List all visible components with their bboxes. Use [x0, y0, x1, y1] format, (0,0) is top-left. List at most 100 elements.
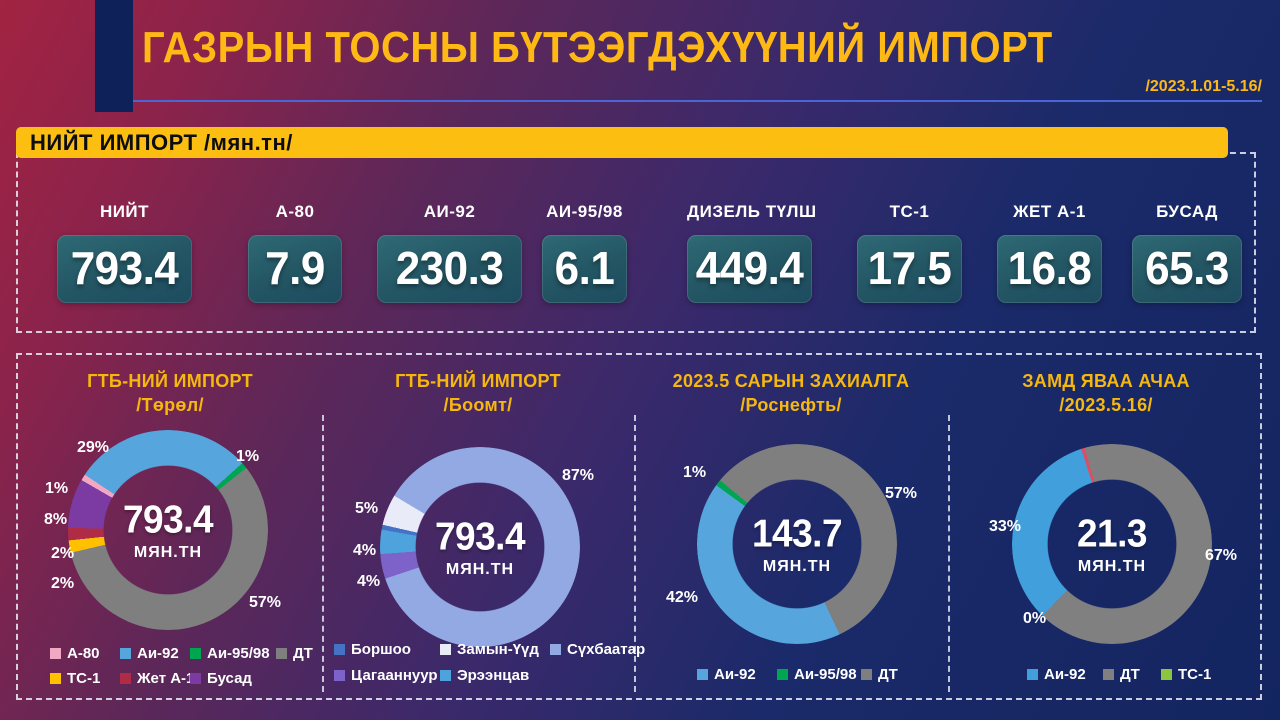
donut-ring — [68, 430, 268, 630]
legend-item: Аи-95/98 — [777, 666, 861, 683]
legend-item: Цагааннуур — [334, 667, 440, 684]
chart-legend: Боршоо Замын-Үүд Сүхбаатар Цагааннуур Эр… — [334, 641, 645, 684]
legend-item: Боршоо — [334, 641, 440, 658]
total-import-banner: НИЙТ ИМПОРТ /мян.тн/ — [16, 127, 1228, 158]
donut-center-label: 143.7 МЯН.ТН — [751, 511, 843, 575]
chart-title: 2023.5 САРЫН ЗАХИАЛГА/Роснефть/ — [672, 371, 910, 416]
stat-label: АИ-92 — [423, 202, 476, 221]
stat-value-card: 793.4 — [57, 235, 192, 303]
legend-swatch — [190, 673, 201, 684]
donut-chart-import-by-type: 793.4 МЯН.ТН — [68, 430, 268, 630]
stat-value-card: 7.9 — [248, 235, 342, 303]
stat-label: БУСАД — [1156, 202, 1218, 221]
chart-section-cargo-in-transit: ЗАМД ЯВАА АЧАА/2023.5.16/ 21.3 МЯН.ТН 67… — [948, 355, 1264, 702]
stat-card-total: НИЙТ 793.4 — [57, 202, 192, 303]
stat-label: АИ-95/98 — [546, 202, 623, 221]
legend-swatch — [334, 670, 345, 681]
slice-pct-label: 67% — [1205, 547, 1238, 564]
chart-section-import-by-port: ГТБ-НИЙ ИМПОРТ/Боомт/ 793.4 МЯН.ТН 5% 87… — [322, 355, 645, 702]
slice-pct-label: 1% — [45, 480, 69, 497]
stat-card-a80: А-80 7.9 — [248, 202, 342, 303]
totals-panel: НИЙТ 793.4 А-80 7.9 АИ-92 230.3 АИ-95/98… — [16, 152, 1256, 333]
section-divider — [634, 415, 636, 692]
legend-swatch — [50, 673, 61, 684]
chart-title: ЗАМД ЯВАА АЧАА/2023.5.16/ — [1022, 371, 1190, 416]
legend-swatch — [777, 669, 788, 680]
slice-pct-label: 29% — [77, 439, 110, 456]
donut-chart-import-by-port: 793.4 МЯН.ТН — [380, 447, 580, 647]
slice-pct-label: 1% — [236, 448, 260, 465]
legend-item: А-80 — [50, 645, 120, 662]
page-title: ГАЗРЫН ТОСНЫ БҮТЭЭГДЭХҮҮНИЙ ИМПОРТ — [142, 24, 1053, 72]
stat-card-diesel: ДИЗЕЛЬ ТҮЛШ 449.4 — [687, 202, 817, 303]
stat-label: ДИЗЕЛЬ ТҮЛШ — [687, 202, 817, 221]
stat-value-card: 230.3 — [377, 235, 522, 303]
stat-value-card: 17.5 — [857, 235, 962, 303]
donut-chart-cargo-in-transit: 21.3 МЯН.ТН — [1012, 444, 1212, 644]
slice-pct-label: 57% — [249, 594, 282, 611]
chart-section-may-order: 2023.5 САРЫН ЗАХИАЛГА/Роснефть/ 143.7 МЯ… — [634, 355, 948, 702]
legend-item: Замын-Үүд — [440, 641, 550, 658]
section-divider — [322, 415, 324, 692]
donut-ring — [1012, 444, 1212, 644]
slice-pct-label: 33% — [989, 518, 1022, 535]
donut-chart-may-order: 143.7 МЯН.ТН — [697, 444, 897, 644]
donut-ring — [380, 447, 580, 647]
chart-legend: Аи-92 ДТ ТС-1 — [1027, 666, 1211, 683]
slice-pct-label: 0% — [1023, 610, 1047, 627]
stat-value-card: 6.1 — [542, 235, 627, 303]
stat-label: ЖЕТ А-1 — [1013, 202, 1086, 221]
chart-legend: Аи-92 Аи-95/98 ДТ — [697, 666, 898, 683]
header-accent-bar — [95, 0, 133, 112]
donut-center-label: 21.3 МЯН.ТН — [1076, 511, 1148, 575]
slice-pct-label: 1% — [683, 464, 707, 481]
legend-swatch — [276, 648, 287, 659]
slice-pct-label: 87% — [562, 467, 595, 484]
slice-pct-label: 2% — [51, 545, 75, 562]
stat-card-ai92: АИ-92 230.3 — [377, 202, 522, 303]
slice-pct-label: 42% — [666, 589, 699, 606]
slice-pct-label: 4% — [353, 542, 377, 559]
legend-swatch — [861, 669, 872, 680]
legend-item: Аи-95/98 — [190, 645, 276, 662]
legend-swatch — [1103, 669, 1114, 680]
stat-card-tc1: ТС-1 17.5 — [857, 202, 962, 303]
date-range-label: /2023.1.01-5.16/ — [1145, 78, 1262, 95]
header-divider-line — [95, 100, 1262, 102]
chart-legend: А-80 Аи-92 Аи-95/98 ДТ ТС-1 Жет А-1 Буса… — [50, 645, 332, 687]
legend-item: ТС-1 — [1161, 666, 1211, 683]
stat-card-jeta1: ЖЕТ А-1 16.8 — [997, 202, 1102, 303]
legend-item: ДТ — [1103, 666, 1161, 683]
legend-swatch — [440, 644, 451, 655]
stat-card-ai9598: АИ-95/98 6.1 — [542, 202, 627, 303]
stat-value-card: 65.3 — [1132, 235, 1242, 303]
legend-item: Аи-92 — [697, 666, 777, 683]
donut-center-label: 793.4 МЯН.ТН — [434, 514, 526, 578]
legend-item: Сүхбаатар — [550, 641, 645, 658]
legend-item: Аи-92 — [120, 645, 190, 662]
section-divider — [948, 415, 950, 692]
stat-value-card: 449.4 — [687, 235, 812, 303]
legend-swatch — [1161, 669, 1172, 680]
legend-item: ДТ — [276, 645, 332, 662]
slice-pct-label: 2% — [51, 575, 75, 592]
slice-pct-label: 8% — [44, 511, 68, 528]
legend-item: Эрээнцав — [440, 667, 550, 684]
stat-label: А-80 — [275, 202, 315, 221]
legend-swatch — [120, 673, 131, 684]
legend-swatch — [120, 648, 131, 659]
total-import-banner-label: НИЙТ ИМПОРТ /мян.тн/ — [30, 129, 293, 155]
legend-item: Бусад — [190, 670, 276, 687]
legend-swatch — [440, 670, 451, 681]
stat-value-card: 16.8 — [997, 235, 1102, 303]
stat-label: НИЙТ — [99, 202, 150, 221]
legend-swatch — [550, 644, 561, 655]
slice-pct-label: 4% — [357, 573, 381, 590]
donut-ring — [697, 444, 897, 644]
legend-swatch — [334, 644, 345, 655]
legend-item: Жет А-1 — [120, 670, 194, 687]
legend-item: ТС-1 — [50, 670, 120, 687]
legend-swatch — [50, 648, 61, 659]
chart-title: ГТБ-НИЙ ИМПОРТ/Боомт/ — [395, 371, 561, 416]
